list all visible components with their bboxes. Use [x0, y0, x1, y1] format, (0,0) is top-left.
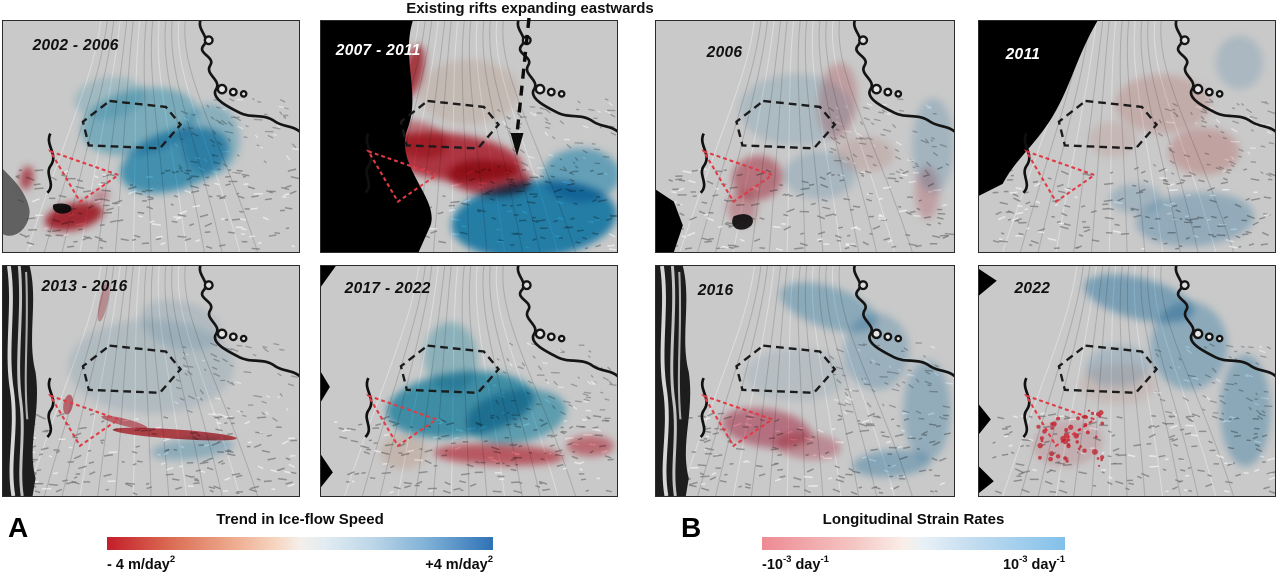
- colorbar-b-title: Longitudinal Strain Rates: [822, 511, 1005, 528]
- panel-strain-2011: 2011: [978, 20, 1276, 253]
- colorbar-b-gradient: [762, 537, 1065, 550]
- panel-year-label: 2011: [1005, 46, 1041, 64]
- section-b-letter: B: [681, 512, 702, 543]
- annotation-rifts-text: Existing rifts expanding eastwards: [406, 0, 654, 17]
- panel-year-label: 2016: [697, 282, 734, 300]
- panel-trend-2017-2022: 2017 - 2022: [320, 265, 618, 497]
- panel-year-label: 2006: [706, 44, 743, 62]
- panel-trend-2002-2006: 2002 - 2006: [2, 20, 300, 253]
- colorbar-a-max-label: +4 m/day2: [425, 554, 493, 573]
- colorbar-a-min-label: - 4 m/day2: [107, 554, 176, 573]
- panel-year-label: 2013 - 2016: [41, 277, 128, 295]
- panel-strain-2006: 2006: [655, 20, 955, 253]
- panel-year-label: 2007 - 2011: [335, 41, 421, 59]
- panel-trend-2013-2016: 2013 - 2016: [2, 265, 300, 497]
- colorbar-b-min-label: -10-3 day-1: [762, 554, 829, 573]
- panel-year-label: 2017 - 2022: [344, 279, 431, 297]
- annotation-arrow-icon: [510, 17, 531, 156]
- colorbar-b-max-label: 10-3 day-1: [1002, 554, 1065, 573]
- colorbar-a-title: Trend in Ice-flow Speed: [216, 511, 384, 528]
- panel-strain-2022: 2022: [978, 265, 1276, 497]
- panel-year-label: 2022: [1014, 279, 1051, 297]
- panel-strain-2016: 2016: [655, 265, 955, 497]
- panel-trend-2007-2011: 2007 - 2011: [320, 20, 618, 253]
- colorbar-a-gradient: [107, 537, 493, 550]
- panel-year-label: 2002 - 2006: [32, 37, 119, 55]
- section-a-letter: A: [8, 512, 29, 543]
